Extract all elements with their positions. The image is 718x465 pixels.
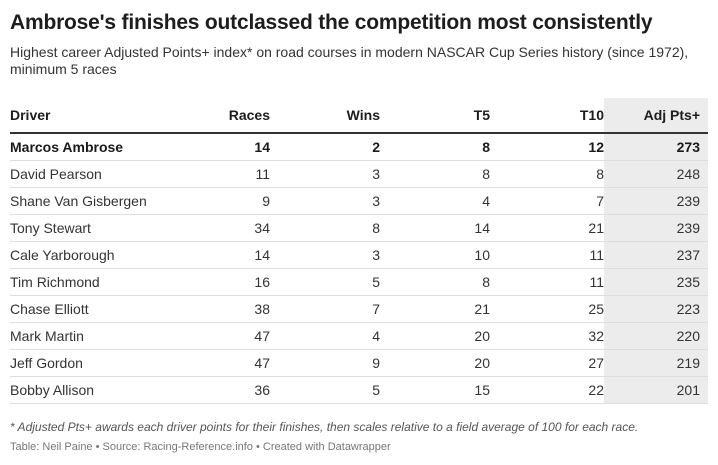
table-body: Marcos Ambrose 14 2 8 12 273 David Pearson 11 3 8…	[10, 133, 708, 404]
header-row: Driver Races Wins T5 T10 Adj Pts+	[10, 98, 708, 134]
cell-races: 47	[180, 322, 270, 350]
cell-races: 11	[180, 160, 270, 188]
cell-t10: 11	[490, 268, 604, 296]
table-row: Shane Van Gisbergen 9 3 4 7 239	[10, 187, 708, 215]
cell-t5: 15	[380, 376, 490, 404]
cell-t5: 4	[380, 187, 490, 215]
cell-adj-pts: 273	[604, 133, 708, 161]
cell-adj-pts: 220	[604, 322, 708, 350]
cell-t5: 8	[380, 160, 490, 188]
cell-races: 9	[180, 187, 270, 215]
cell-t10: 32	[490, 322, 604, 350]
cell-adj-pts: 239	[604, 187, 708, 215]
table-row: Tim Richmond 16 5 8 11 235	[10, 268, 708, 296]
cell-driver: David Pearson	[10, 160, 180, 188]
cell-driver: Shane Van Gisbergen	[10, 187, 180, 215]
cell-adj-pts: 223	[604, 295, 708, 323]
cell-adj-pts: 219	[604, 349, 708, 377]
cell-t10: 22	[490, 376, 604, 404]
table-row: Tony Stewart 34 8 14 21 239	[10, 214, 708, 242]
column-header-t5[interactable]: T5	[380, 98, 490, 134]
cell-t5: 10	[380, 241, 490, 269]
cell-adj-pts: 248	[604, 160, 708, 188]
cell-wins: 3	[270, 160, 380, 188]
chart-title: Ambrose's finishes outclassed the compet…	[10, 11, 653, 34]
cell-wins: 5	[270, 268, 380, 296]
column-header-t10[interactable]: T10	[490, 98, 604, 134]
cell-wins: 9	[270, 349, 380, 377]
cell-t5: 20	[380, 349, 490, 377]
cell-races: 47	[180, 349, 270, 377]
cell-wins: 5	[270, 376, 380, 404]
cell-t10: 7	[490, 187, 604, 215]
cell-driver: Chase Elliott	[10, 295, 180, 323]
cell-t10: 11	[490, 241, 604, 269]
footnote: * Adjusted Pts+ awards each driver point…	[10, 420, 639, 434]
column-header-adj-pts[interactable]: Adj Pts+	[604, 98, 708, 134]
table-row: Chase Elliott 38 7 21 25 223	[10, 295, 708, 323]
data-table: Driver Races Wins T5 T10 Adj Pts+ Marcos…	[10, 98, 708, 404]
cell-t5: 14	[380, 214, 490, 242]
source-line: Table: Neil Paine • Source: Racing-Refer…	[10, 441, 391, 453]
table-row: Cale Yarborough 14 3 10 11 237	[10, 241, 708, 269]
table-row: Jeff Gordon 47 9 20 27 219	[10, 349, 708, 377]
cell-races: 14	[180, 133, 270, 161]
cell-driver: Mark Martin	[10, 322, 180, 350]
cell-wins: 2	[270, 133, 380, 161]
cell-adj-pts: 237	[604, 241, 708, 269]
cell-wins: 4	[270, 322, 380, 350]
cell-races: 16	[180, 268, 270, 296]
cell-t10: 27	[490, 349, 604, 377]
cell-wins: 7	[270, 295, 380, 323]
cell-t5: 8	[380, 268, 490, 296]
table-row: Mark Martin 47 4 20 32 220	[10, 322, 708, 350]
cell-t5: 20	[380, 322, 490, 350]
cell-adj-pts: 201	[604, 376, 708, 404]
cell-t10: 8	[490, 160, 604, 188]
cell-t10: 25	[490, 295, 604, 323]
cell-t5: 8	[380, 133, 490, 161]
column-header-driver[interactable]: Driver	[10, 98, 180, 134]
chart-subtitle: Highest career Adjusted Points+ index* o…	[10, 44, 689, 77]
cell-t5: 21	[380, 295, 490, 323]
cell-driver: Tim Richmond	[10, 268, 180, 296]
cell-races: 38	[180, 295, 270, 323]
table-row: Marcos Ambrose 14 2 8 12 273	[10, 133, 708, 161]
column-header-races[interactable]: Races	[180, 98, 270, 134]
cell-driver: Tony Stewart	[10, 214, 180, 242]
cell-adj-pts: 239	[604, 214, 708, 242]
cell-races: 36	[180, 376, 270, 404]
cell-t10: 21	[490, 214, 604, 242]
cell-driver: Marcos Ambrose	[10, 133, 180, 161]
cell-wins: 3	[270, 187, 380, 215]
cell-wins: 8	[270, 214, 380, 242]
cell-races: 34	[180, 214, 270, 242]
cell-driver: Bobby Allison	[10, 376, 180, 404]
table-row: David Pearson 11 3 8 8 248	[10, 160, 708, 188]
cell-t10: 12	[490, 133, 604, 161]
table-row: Bobby Allison 36 5 15 22 201	[10, 376, 708, 404]
cell-driver: Cale Yarborough	[10, 241, 180, 269]
cell-driver: Jeff Gordon	[10, 349, 180, 377]
column-header-wins[interactable]: Wins	[270, 98, 380, 134]
cell-races: 14	[180, 241, 270, 269]
cell-wins: 3	[270, 241, 380, 269]
cell-adj-pts: 235	[604, 268, 708, 296]
